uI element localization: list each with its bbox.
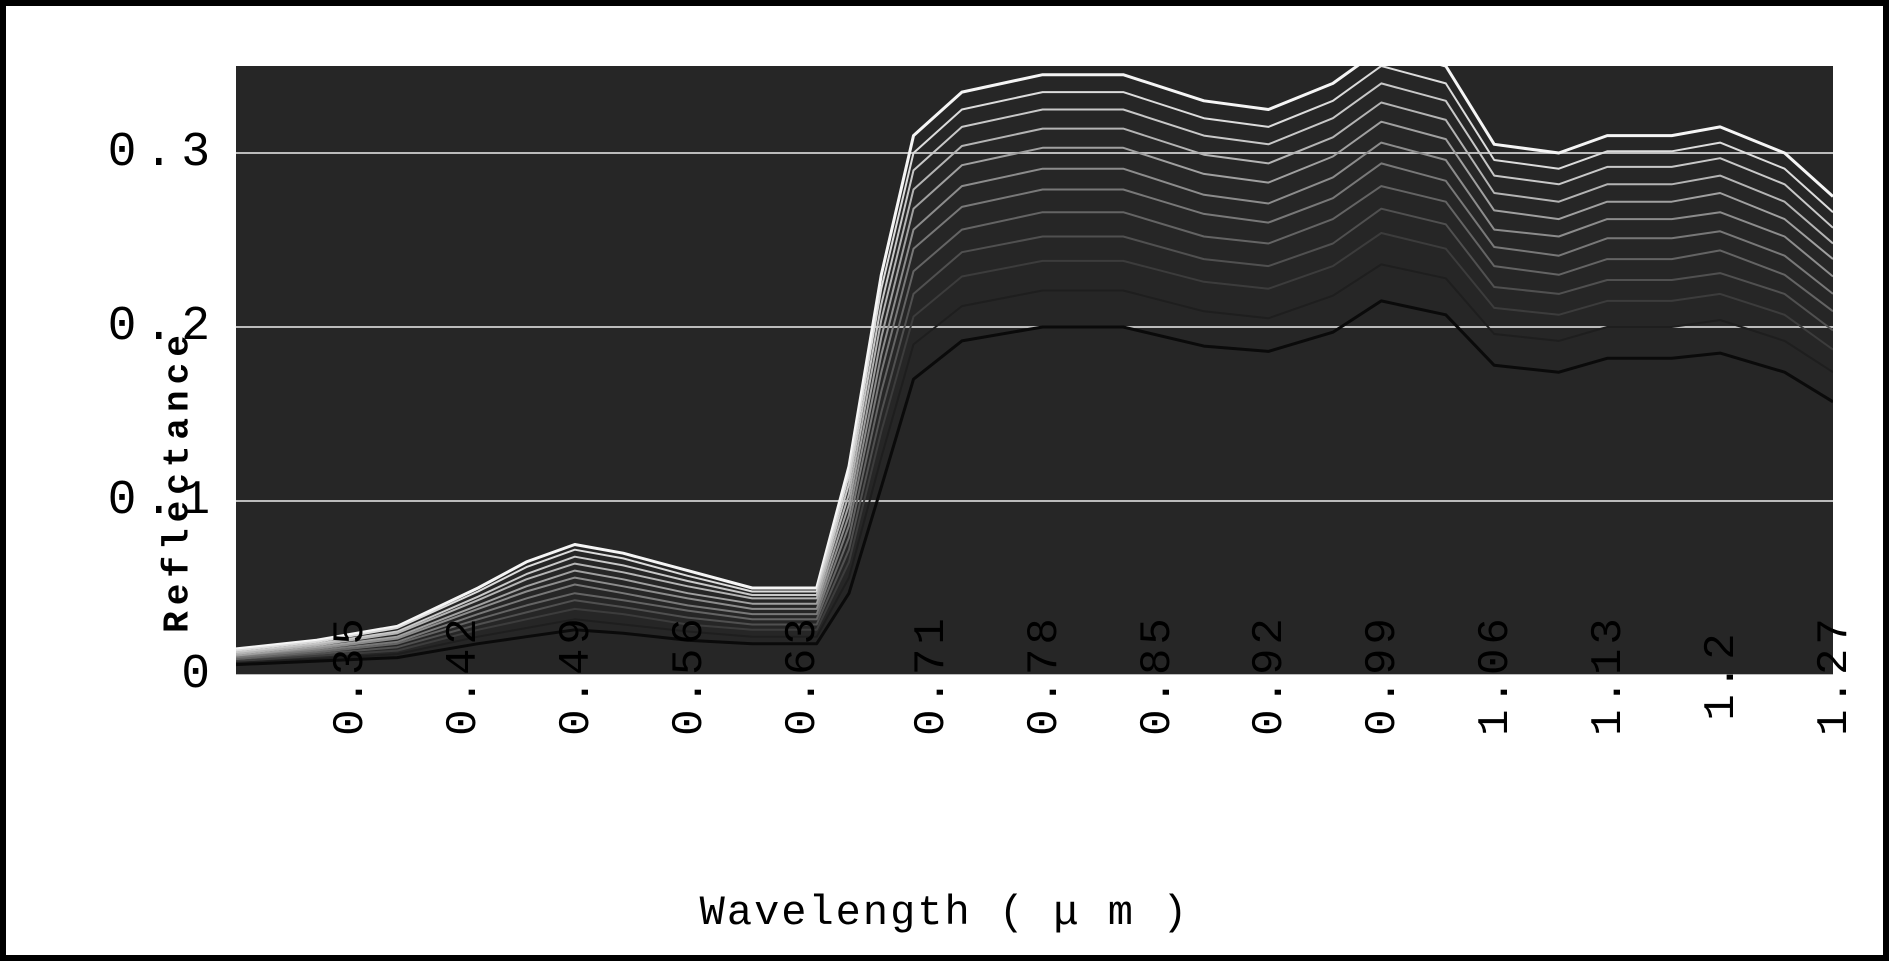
spectrum-line	[236, 143, 1833, 658]
y-tick-label: 0.1	[108, 474, 236, 528]
x-tick-label: 0.35	[236, 614, 306, 736]
plot-area: 00.10.20.30.350.420.490.560.630.710.780.…	[236, 66, 1833, 675]
y-tick-label: 0.2	[108, 300, 236, 354]
y-tick-label: 0.3	[108, 126, 236, 180]
spectral-curves	[236, 66, 1833, 675]
y-tick-label: 0	[181, 648, 236, 702]
chart-frame: Reflectance Wavelength ( μ m ) 00.10.20.…	[0, 0, 1889, 961]
x-tick-label: 0.49	[462, 614, 532, 736]
spectrum-line	[236, 122, 1833, 656]
x-tick-label: 0.85	[1043, 614, 1113, 736]
x-axis-label: Wavelength ( μ m )	[700, 889, 1190, 937]
spectrum-line	[236, 264, 1833, 662]
spectrum-line	[236, 103, 1833, 655]
x-tick-label: 1.27	[1720, 614, 1790, 736]
x-tick-label: 0.56	[575, 614, 645, 736]
x-tick-label: 0.42	[349, 614, 419, 736]
spectrum-line	[236, 83, 1833, 652]
x-tick-label: 0.78	[930, 614, 1000, 736]
x-tick-label: 1.2	[1607, 629, 1677, 720]
x-tick-label: 0.92	[1155, 614, 1225, 736]
x-tick-label: 0.63	[688, 614, 758, 736]
x-tick-label: 0.71	[817, 614, 887, 736]
x-tick-label: 0.99	[1268, 614, 1338, 736]
x-tick-label: 1.34	[1833, 614, 1889, 736]
x-tick-label: 1.13	[1494, 614, 1564, 736]
x-tick-label: 1.06	[1381, 614, 1451, 736]
